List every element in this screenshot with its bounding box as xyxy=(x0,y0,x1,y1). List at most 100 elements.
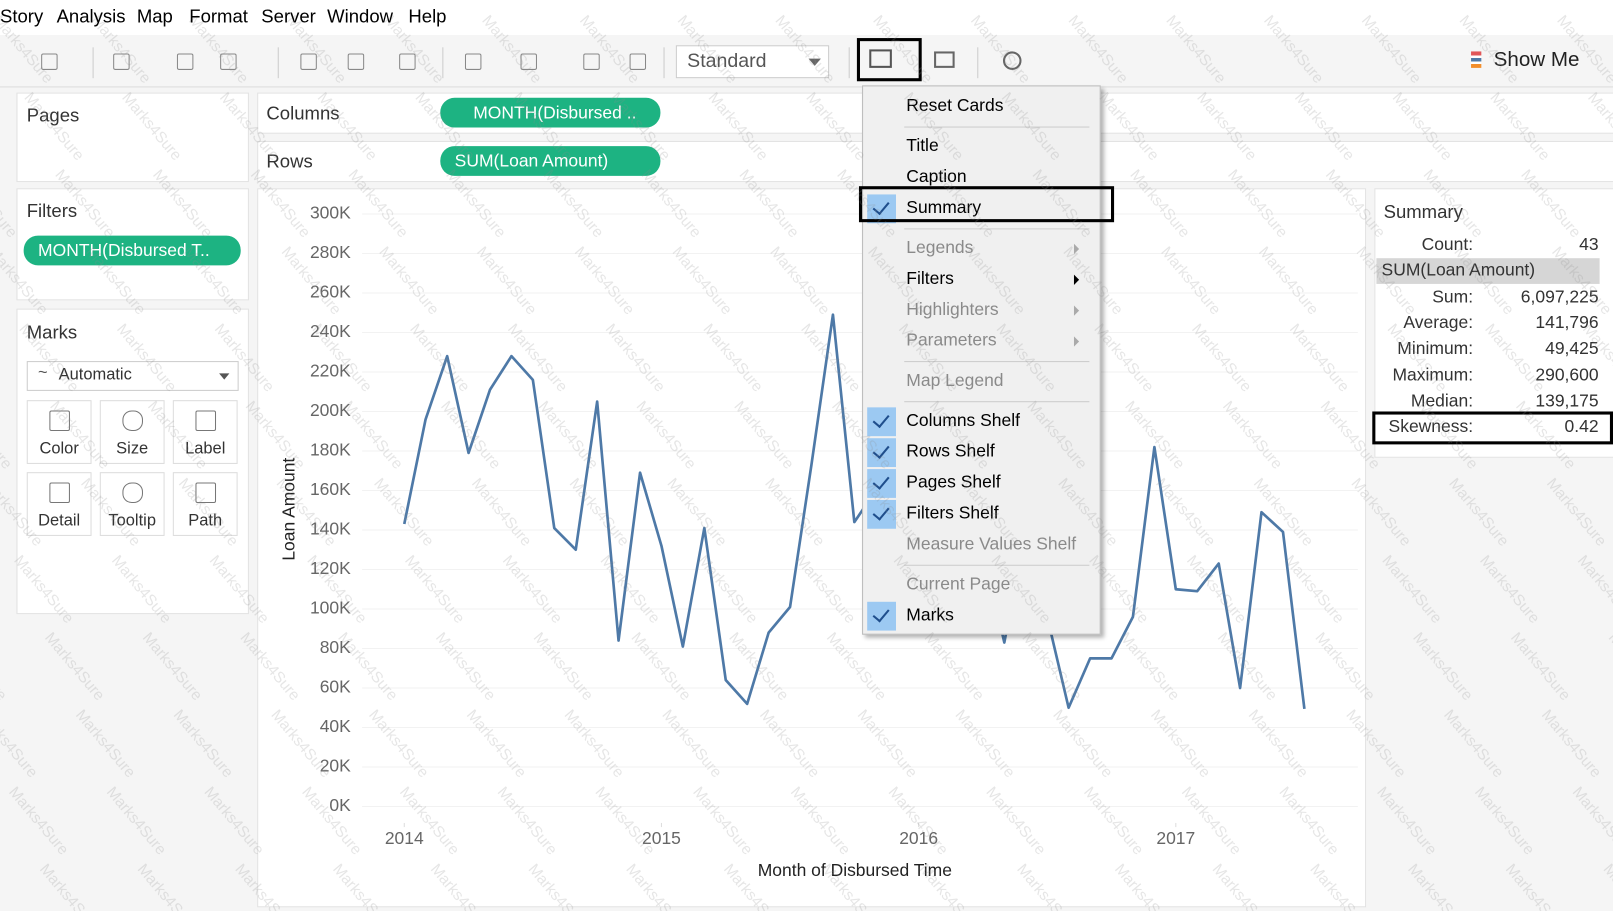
menu-item-label: Parameters xyxy=(906,330,997,350)
check-box xyxy=(867,438,896,468)
toolbar-icon[interactable] xyxy=(629,53,647,70)
y-tick-label: 260K xyxy=(310,282,351,302)
menu-item-label: Highlighters xyxy=(906,299,999,319)
menu-item-label: Marks xyxy=(906,604,954,625)
menu-bar-item[interactable]: Map xyxy=(136,6,173,27)
menu-item: Legends xyxy=(863,234,1100,265)
mark-button[interactable]: Color xyxy=(26,400,92,464)
presentation-icon[interactable] xyxy=(934,51,955,68)
y-tick-label: 60K xyxy=(320,677,351,697)
fit-label: Standard xyxy=(687,50,767,73)
toolbar-icon[interactable] xyxy=(520,53,537,70)
y-tick-label: 0K xyxy=(329,795,351,815)
mark-button-icon xyxy=(49,482,70,504)
x-tick-label: 2014 xyxy=(385,828,424,848)
view-pane xyxy=(257,188,1367,908)
menu-bar-item[interactable]: Help xyxy=(408,6,447,27)
card-title: Pages xyxy=(26,104,80,126)
mark-button[interactable]: Label xyxy=(172,400,238,464)
menu-item[interactable]: Columns Shelf xyxy=(863,406,1100,437)
summary-label: Average: xyxy=(1403,312,1474,333)
mark-button-label: Color xyxy=(39,440,79,458)
toolbar-separator xyxy=(442,47,444,79)
menu-item: Current Page xyxy=(863,570,1100,601)
toolbar-icon[interactable] xyxy=(300,53,317,70)
show-me-icon[interactable] xyxy=(1471,51,1482,68)
toolbar-icon[interactable] xyxy=(41,53,58,70)
summary-value: 139,175 xyxy=(1535,390,1599,411)
menu-item: Map Legend xyxy=(863,366,1100,397)
toolbar-separator xyxy=(848,47,850,79)
menu-item[interactable]: Caption xyxy=(863,163,1100,194)
y-tick-label: 300K xyxy=(310,203,351,223)
mark-button[interactable]: Size xyxy=(99,400,165,464)
menu-separator xyxy=(904,361,1090,363)
summary-label: Median: xyxy=(1410,390,1474,411)
rows-pill[interactable]: SUM(Loan Amount) xyxy=(440,146,661,176)
menu-bar-item[interactable]: Story xyxy=(0,6,44,27)
menu-bar-item[interactable]: Server xyxy=(261,6,316,27)
mark-type-dropdown[interactable]: Automatic ~ xyxy=(26,361,239,391)
summary-label: Maximum: xyxy=(1392,364,1474,385)
menu-item[interactable]: Pages Shelf xyxy=(863,468,1100,499)
y-axis-title: Loan Amount xyxy=(279,458,299,561)
y-tick-label: 80K xyxy=(320,637,351,657)
menu-item[interactable]: Filters Shelf xyxy=(863,499,1100,530)
summary-label: Count: xyxy=(1421,234,1474,255)
check-box xyxy=(867,469,896,498)
shelf-label: Columns xyxy=(266,102,340,124)
submenu-arrow xyxy=(1073,305,1080,316)
toolbar-icon[interactable] xyxy=(113,53,130,70)
mark-button[interactable]: Path xyxy=(172,472,238,536)
y-tick-label: 160K xyxy=(310,479,351,499)
dropdown-arrow xyxy=(219,373,230,380)
menu-item-label: Rows Shelf xyxy=(906,441,995,461)
menu-bar-item[interactable]: Window xyxy=(327,6,393,27)
menu-bar-item[interactable]: Analysis xyxy=(56,6,126,27)
y-tick-label: 120K xyxy=(310,558,351,578)
mark-button-icon xyxy=(49,410,70,432)
menu-item[interactable]: Filters xyxy=(863,264,1100,295)
submenu-arrow xyxy=(1073,274,1080,285)
share-icon[interactable] xyxy=(1002,51,1022,70)
show-me[interactable]: Show Me xyxy=(1493,48,1580,71)
menu-separator xyxy=(904,126,1090,128)
cards-button-icon[interactable] xyxy=(869,49,892,68)
x-tick-label: 2015 xyxy=(642,828,681,848)
columns-pill[interactable]: MONTH(Disbursed .. xyxy=(440,97,661,128)
toolbar-icon[interactable] xyxy=(176,53,194,70)
toolbar-icon[interactable] xyxy=(220,53,237,70)
menu-separator xyxy=(904,564,1090,566)
menu-item-label: Columns Shelf xyxy=(906,410,1021,430)
toolbar-icon[interactable] xyxy=(583,53,600,70)
fit-dropdown[interactable]: Standard xyxy=(675,45,830,79)
submenu-arrow xyxy=(1073,336,1080,347)
y-tick-label: 280K xyxy=(310,242,351,262)
mark-button-icon xyxy=(195,482,217,504)
menu-item[interactable]: Title xyxy=(863,132,1100,163)
filter-pill[interactable]: MONTH(Disbursed T.. xyxy=(23,235,241,266)
menu-item-label: Caption xyxy=(906,166,967,187)
mark-button[interactable]: Detail xyxy=(26,472,92,536)
y-tick-label: 180K xyxy=(310,440,351,460)
y-tick-label: 240K xyxy=(310,321,351,341)
toolbar-icon[interactable] xyxy=(347,53,365,70)
x-axis-title: Month of Disbursed Time xyxy=(758,860,952,880)
mark-button[interactable]: Tooltip xyxy=(99,472,165,536)
menu-item-label: Summary xyxy=(906,197,982,218)
menu-item-label: Current Page xyxy=(906,574,1011,594)
menu-item[interactable]: Reset Cards xyxy=(863,92,1100,123)
menu-bar-item[interactable]: Format xyxy=(189,6,248,27)
measure-header xyxy=(1376,258,1600,284)
toolbar-separator xyxy=(977,47,979,79)
menu-item[interactable]: Summary xyxy=(863,193,1100,224)
y-tick-label: 40K xyxy=(320,716,351,736)
toolbar-icon[interactable] xyxy=(399,53,416,70)
menu-separator xyxy=(904,401,1090,403)
menu-item[interactable]: Marks xyxy=(863,601,1100,632)
summary-value: 0.42 xyxy=(1564,416,1599,437)
menu-item[interactable]: Rows Shelf xyxy=(863,437,1100,468)
toolbar-icon[interactable] xyxy=(464,53,482,70)
dropdown-arrow xyxy=(808,58,821,66)
